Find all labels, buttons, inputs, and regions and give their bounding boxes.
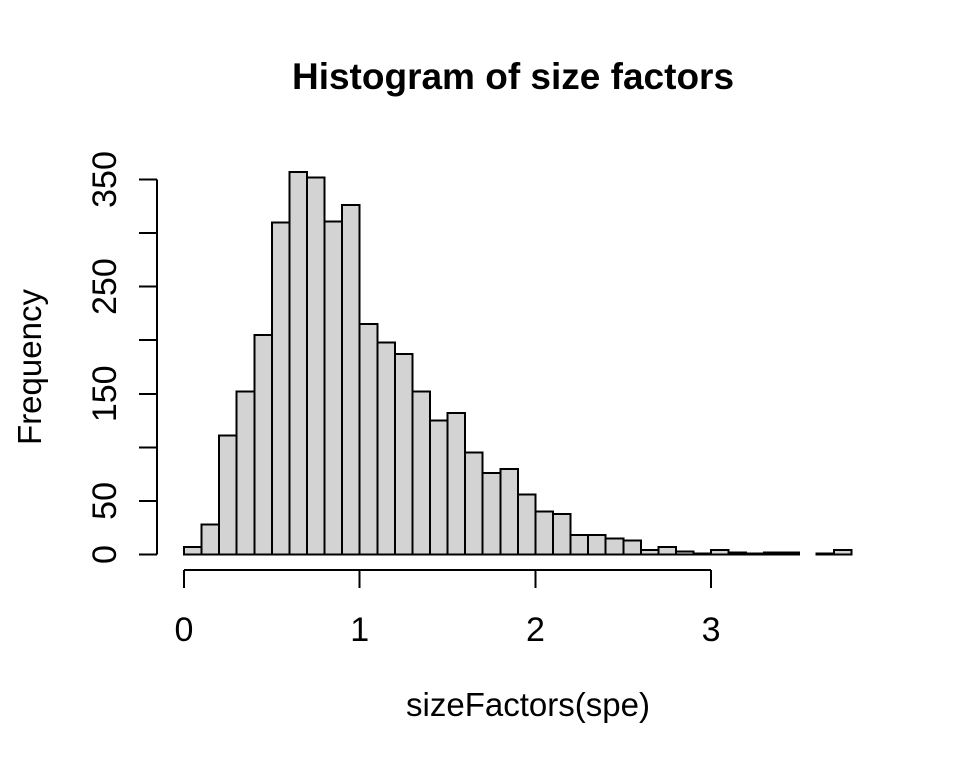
- y-tick-label: 350: [86, 151, 124, 208]
- histogram-bar: [341, 204, 361, 556]
- histogram-bar: [762, 551, 783, 556]
- histogram-bar: [569, 534, 590, 556]
- histogram-bar: [288, 171, 308, 556]
- x-tick-label: 1: [350, 611, 369, 649]
- histogram-bar: [218, 434, 238, 556]
- histogram-bar: [674, 550, 695, 556]
- histogram-bar: [270, 221, 291, 556]
- y-tick-label: 50: [86, 482, 124, 520]
- histogram-bar: [481, 472, 502, 556]
- histogram-bar: [639, 549, 660, 556]
- chart-title: Histogram of size factors: [291, 56, 735, 97]
- histogram-bar: [305, 176, 326, 556]
- y-tick-label: 0: [86, 545, 124, 564]
- histogram-bar: [587, 534, 607, 556]
- histogram-bar: [727, 551, 748, 556]
- histogram-bar: [745, 552, 765, 556]
- y-tick-label: 150: [86, 365, 124, 422]
- histogram-bar: [253, 333, 273, 556]
- x-axis-label: sizeFactors(spe): [406, 686, 650, 723]
- histogram-bar: [604, 537, 625, 556]
- histogram-bar: [534, 510, 554, 556]
- y-tick-label: 250: [86, 258, 124, 315]
- histogram-bar: [235, 390, 256, 556]
- histogram-bar: [657, 546, 677, 556]
- x-tick-label: 3: [702, 611, 721, 649]
- histogram-bar: [815, 552, 836, 556]
- histogram-bar: [692, 552, 713, 556]
- histogram-bar: [323, 220, 344, 556]
- histogram-bar: [551, 512, 572, 556]
- histogram-bar: [393, 353, 414, 556]
- histogram-bar: [376, 341, 396, 556]
- histogram-bar: [428, 419, 449, 556]
- histogram-bar: [499, 467, 519, 556]
- histogram-bar: [200, 523, 221, 556]
- histogram-bar: [780, 551, 800, 556]
- x-tick-label: 2: [526, 611, 545, 649]
- histogram-bar: [622, 539, 642, 556]
- histogram-bar: [358, 323, 379, 556]
- histogram-bar: [464, 451, 484, 556]
- histogram-bar: [446, 412, 467, 556]
- histogram-bar: [411, 390, 431, 556]
- histogram-bar: [710, 549, 730, 556]
- histogram-bar: [516, 493, 537, 556]
- histogram-bar: [183, 546, 203, 556]
- histogram-bar: [833, 549, 853, 556]
- x-tick-label: 0: [175, 611, 194, 649]
